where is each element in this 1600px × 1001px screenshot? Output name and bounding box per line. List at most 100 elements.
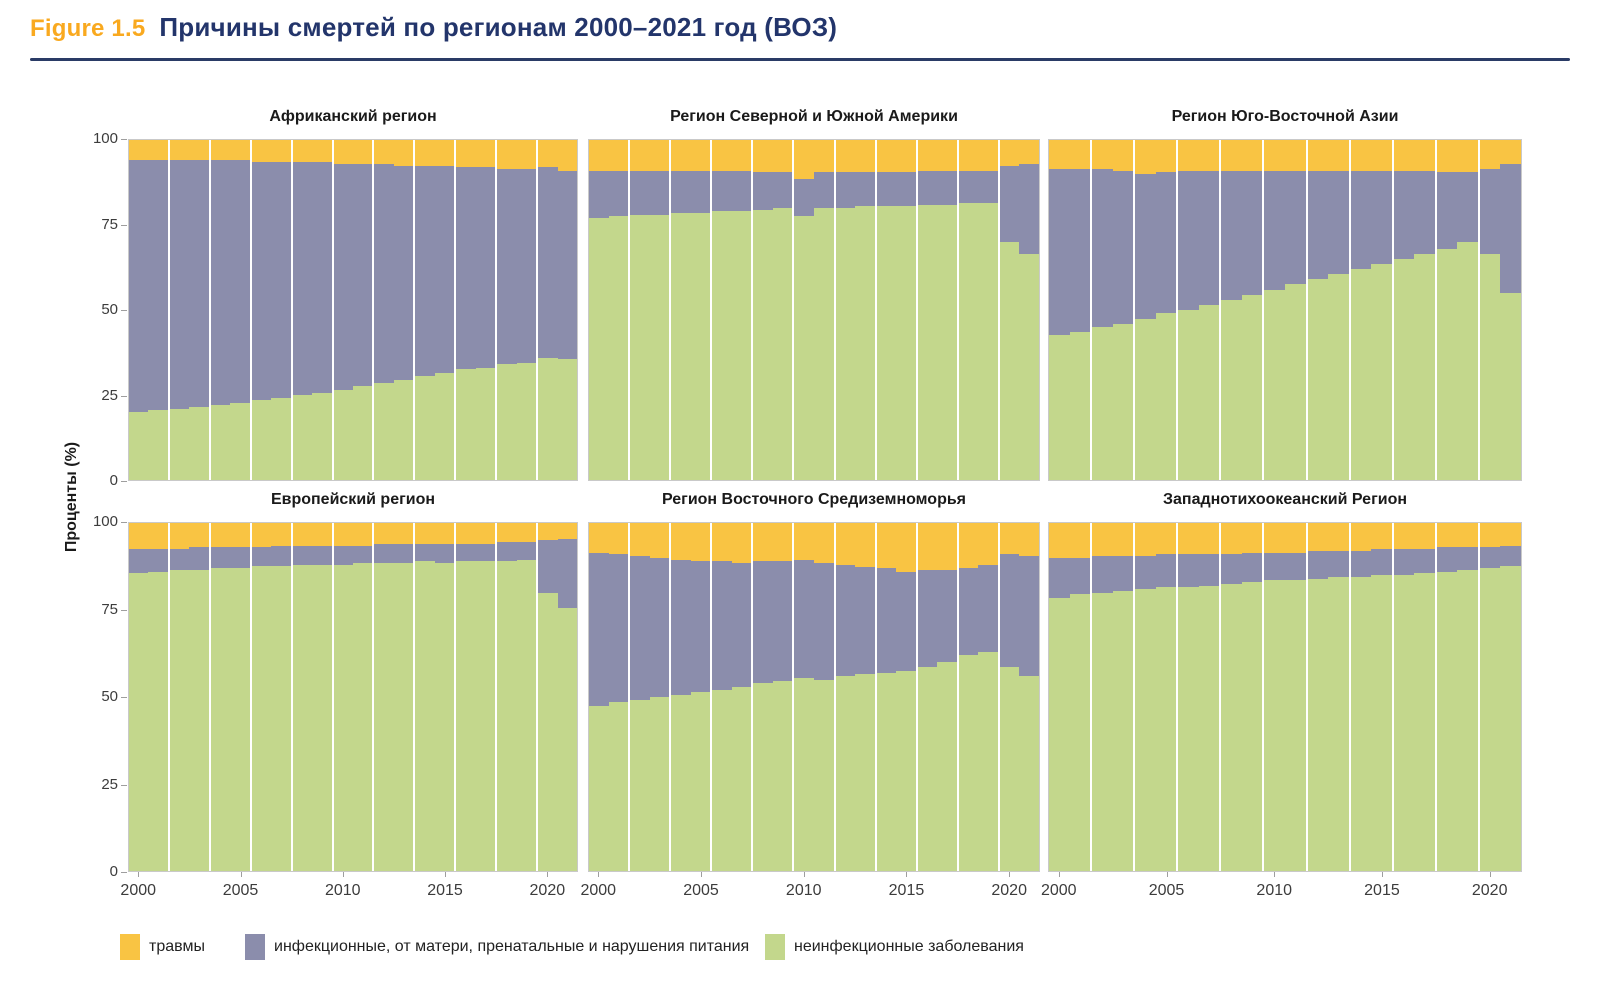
segment-infectious [1112, 170, 1134, 324]
segment-infectious [1019, 556, 1040, 677]
subplot-title: Регион Восточного Средиземноморья [661, 491, 967, 508]
bar-2008 [292, 140, 313, 480]
bar-2010 [333, 523, 353, 871]
segment-injuries [1198, 140, 1220, 171]
legend-label-noncommunicable: неинфекционные заболевания [794, 938, 1024, 955]
segment-infectious [814, 563, 834, 680]
y-tick-mark [121, 697, 127, 698]
segment-infectious [958, 170, 979, 203]
segment-injuries [1241, 140, 1263, 171]
bar-2016 [1393, 523, 1415, 871]
segment-infectious [148, 160, 168, 411]
segment-noncommunicable [1285, 580, 1306, 871]
segment-noncommunicable [210, 405, 231, 480]
bar-2002 [169, 140, 190, 480]
segment-noncommunicable [352, 386, 373, 480]
segment-injuries [1414, 140, 1435, 171]
segment-noncommunicable [690, 213, 711, 480]
segment-injuries [333, 523, 353, 546]
segment-injuries [649, 523, 670, 558]
bar-2021 [557, 140, 577, 480]
bar-2016 [1393, 140, 1415, 480]
segment-noncommunicable [608, 216, 629, 480]
bar-2015 [896, 523, 918, 871]
segment-infectious [1049, 557, 1070, 598]
bar-2009 [312, 523, 334, 871]
segment-infectious [671, 170, 691, 214]
segment-injuries [393, 523, 414, 544]
segment-injuries [1264, 140, 1286, 171]
segment-noncommunicable [1500, 566, 1522, 871]
x-tick-label: 2005 [683, 882, 719, 899]
y-tick-mark [121, 609, 127, 611]
segment-injuries [148, 140, 168, 161]
bar-2011 [1285, 140, 1308, 480]
segment-infectious [630, 170, 650, 215]
bar-2016 [456, 523, 476, 871]
segment-noncommunicable [1371, 264, 1392, 480]
x-tick-label: 2000 [120, 882, 157, 899]
segment-infectious [855, 172, 875, 207]
bar-2013 [393, 140, 416, 480]
segment-injuries [292, 523, 313, 546]
y-tick-label: 75 [101, 600, 118, 618]
segment-injuries [557, 140, 577, 171]
bar-2012 [374, 523, 394, 871]
segment-noncommunicable [896, 670, 916, 871]
segment-noncommunicable [671, 695, 691, 871]
bar-2005 [1155, 523, 1179, 871]
segment-noncommunicable [230, 568, 250, 871]
segment-noncommunicable [538, 592, 558, 871]
bar-2000 [129, 523, 149, 871]
segment-noncommunicable [1198, 585, 1220, 871]
segment-noncommunicable [1135, 318, 1156, 480]
segment-infectious [772, 172, 793, 208]
x-tick-label: 2005 [1148, 882, 1185, 899]
bar-2004 [1135, 140, 1156, 480]
segment-infectious [794, 559, 815, 678]
segment-injuries [876, 523, 897, 569]
segment-injuries [434, 140, 455, 166]
subplot-3 [1048, 139, 1522, 481]
x-tick-mark [240, 872, 242, 877]
segment-injuries [456, 523, 476, 544]
segment-noncommunicable [189, 406, 209, 480]
segment-injuries [1069, 523, 1091, 558]
segment-noncommunicable [251, 400, 272, 480]
segment-noncommunicable [1049, 597, 1070, 871]
segment-infectious [374, 163, 394, 384]
segment-infectious [557, 538, 577, 609]
segment-infectious [1221, 170, 1242, 300]
segment-infectious [1285, 170, 1306, 285]
segment-noncommunicable [1155, 587, 1177, 871]
x-tick-mark [1489, 872, 1491, 877]
segment-injuries [1371, 140, 1392, 171]
segment-injuries [1457, 140, 1478, 173]
segment-injuries [1393, 523, 1415, 550]
segment-noncommunicable [753, 209, 773, 480]
segment-infectious [1112, 556, 1134, 591]
segment-infectious [456, 167, 476, 370]
segment-noncommunicable [855, 206, 875, 480]
segment-injuries [1393, 140, 1415, 171]
segment-infectious [917, 569, 938, 668]
bar-2017 [1414, 140, 1437, 480]
segment-infectious [230, 547, 250, 569]
subplot-1 [128, 139, 578, 481]
segment-infectious [415, 165, 435, 377]
segment-injuries [1221, 523, 1242, 555]
segment-noncommunicable [1350, 576, 1372, 871]
legend-label-injuries: травмы [149, 938, 205, 955]
bar-2010 [794, 140, 815, 480]
segment-infectious [1019, 163, 1040, 254]
segment-noncommunicable [958, 202, 979, 480]
x-tick-label: 2020 [529, 882, 566, 899]
bar-2017 [937, 140, 959, 480]
bar-2007 [1198, 140, 1222, 480]
segment-noncommunicable [415, 561, 435, 871]
bar-2019 [978, 140, 1000, 480]
segment-infectious [169, 160, 190, 409]
x-tick-label: 2000 [580, 882, 617, 899]
y-tick-mark [121, 522, 127, 523]
